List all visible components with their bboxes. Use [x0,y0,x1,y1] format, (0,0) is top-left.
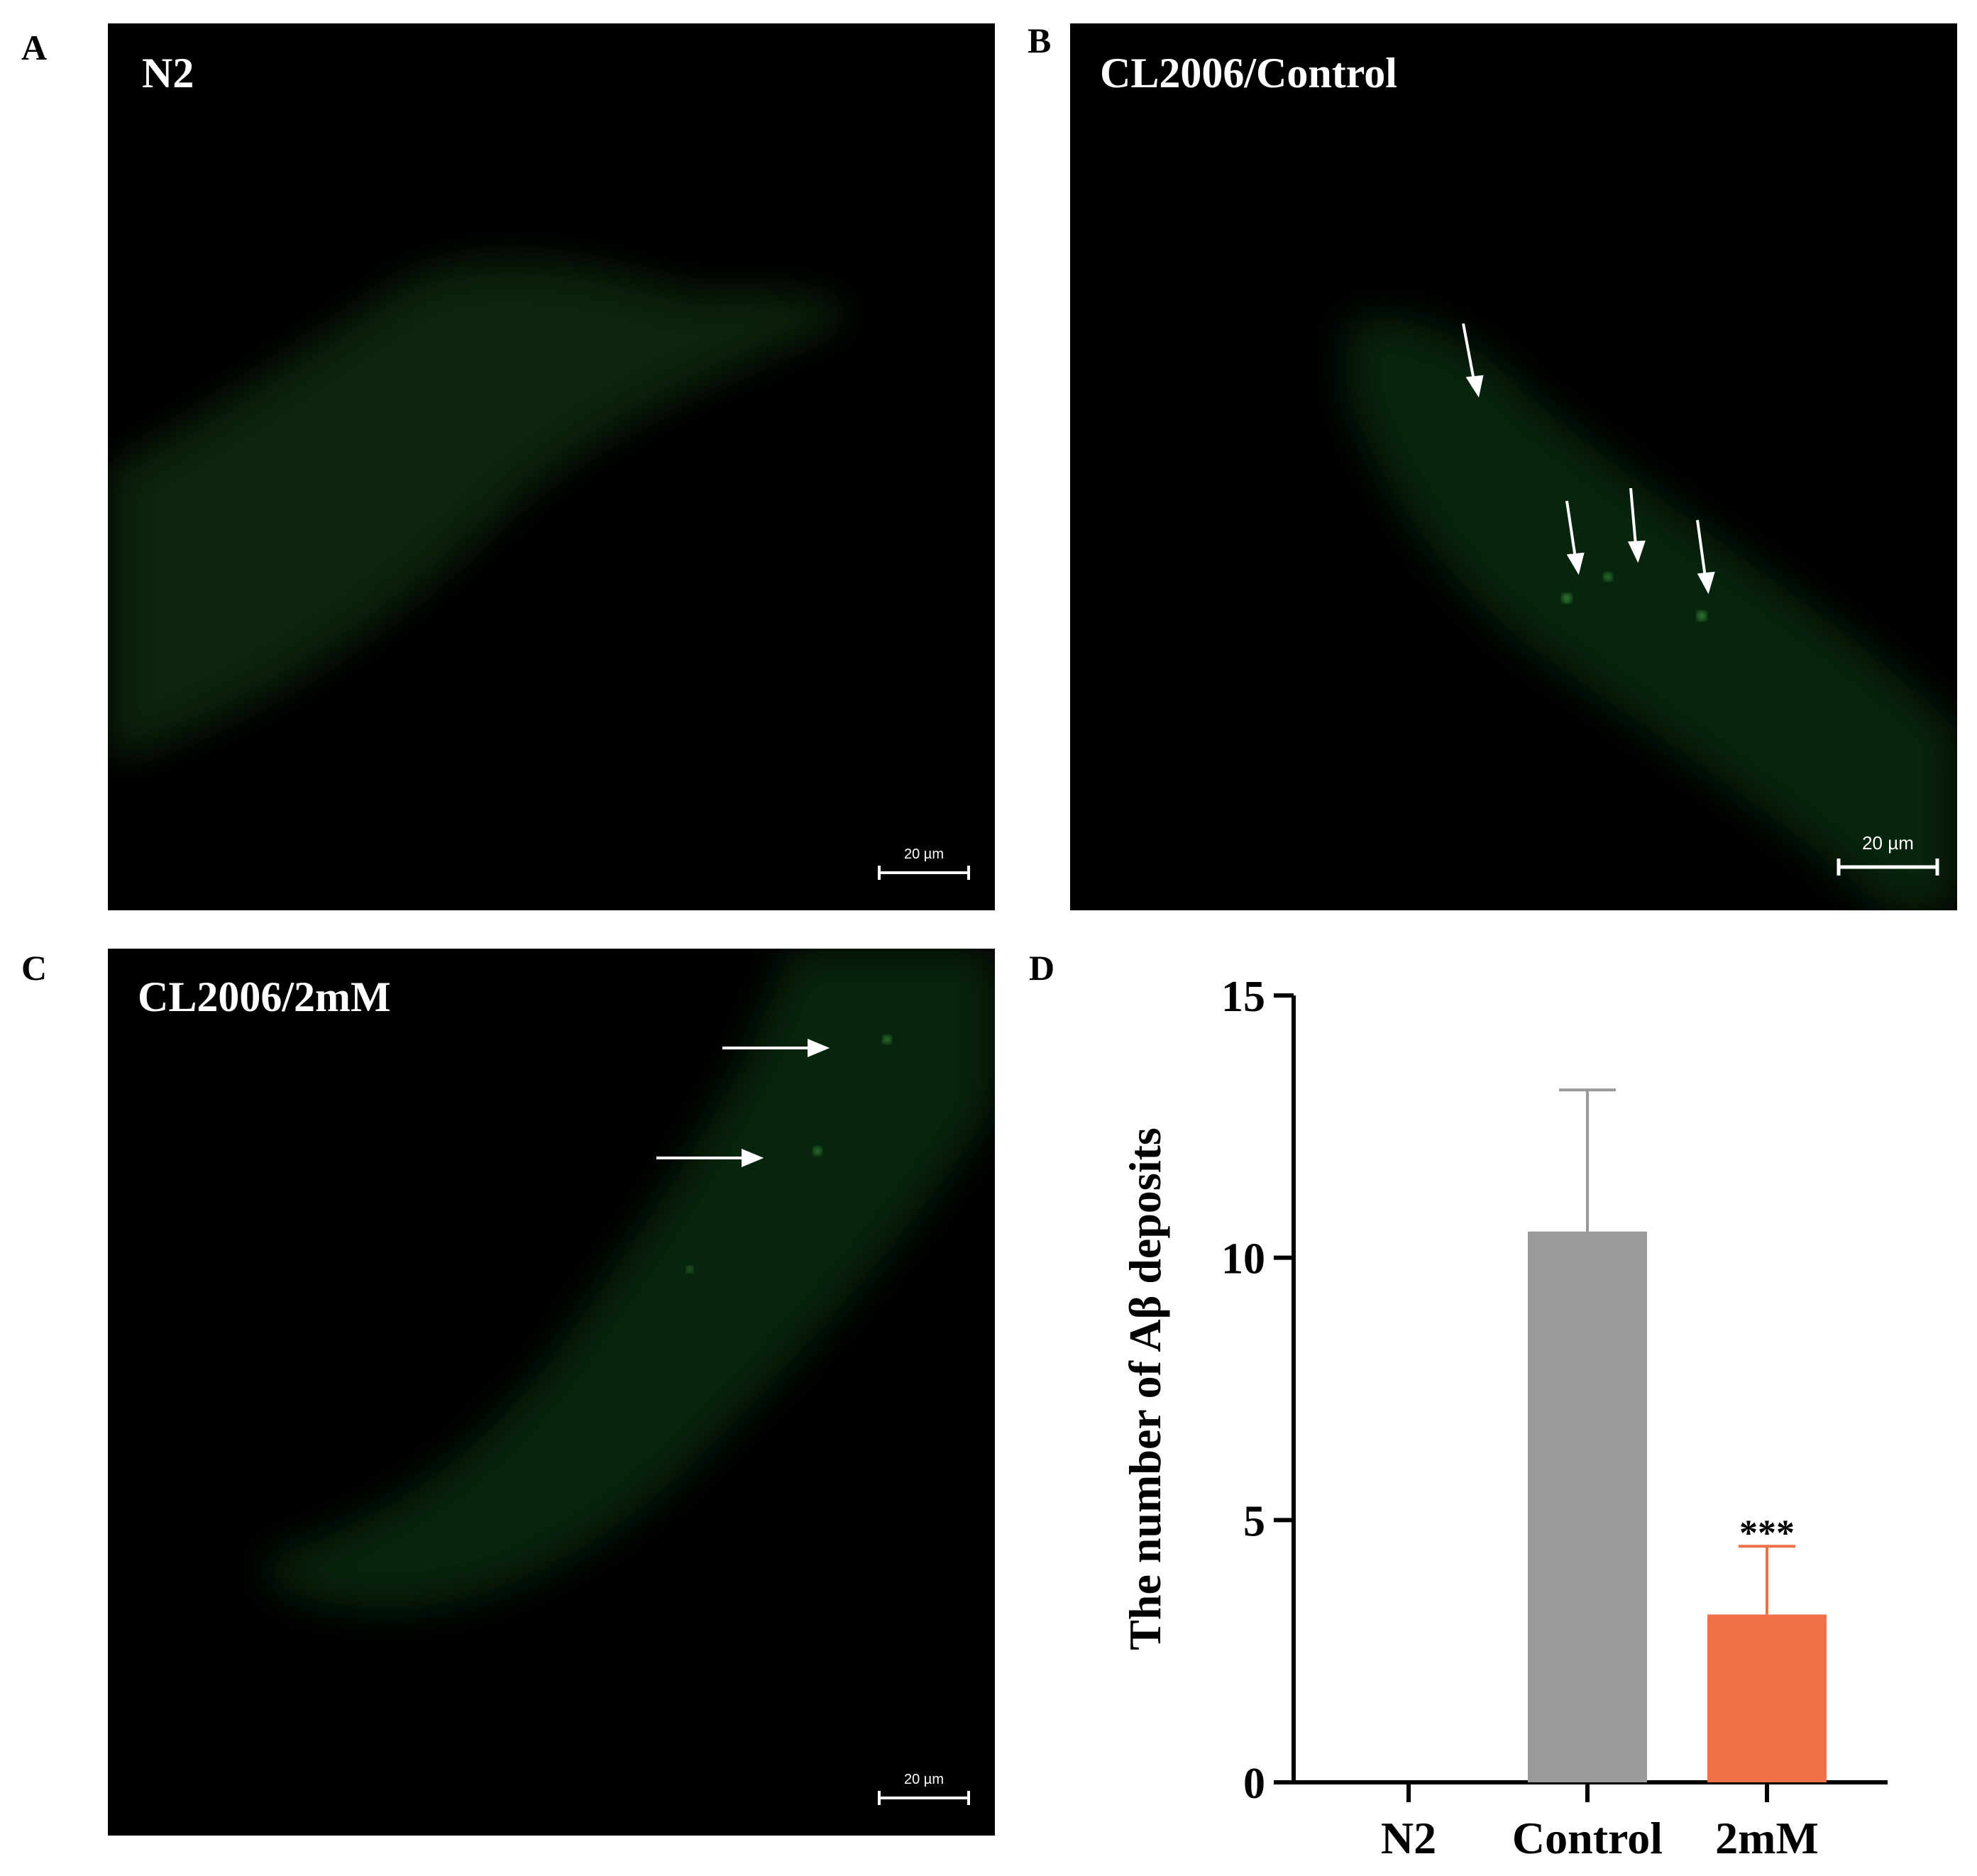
bar-chart: 0 5 10 15 The number of Aβ deposits N2 Control… [1120,973,1888,1859]
bar-2mm [1707,1614,1827,1782]
panel-letter-d: D [1029,948,1055,988]
scalebar-line [878,1791,970,1805]
panel-label-cl2006-control: CL2006/Control [1100,50,1397,96]
y-tick-label: 5 [1243,1497,1265,1545]
x-tick-label: 2mM [1715,1813,1819,1859]
panel-label-n2: N2 [142,50,194,96]
arrow-icon [1462,323,1715,595]
worm-fluorescence-c [265,949,995,1609]
significance-label: *** [1739,1513,1795,1553]
micrograph-panel-a: N2 20 µm [108,23,995,910]
panel-label-cl2006-2mm: CL2006/2mM [138,973,391,1020]
scalebar-a: 20 µm [878,846,970,885]
scalebar-line [1836,859,1939,876]
chart-labels: 0 5 10 15 The number of Aβ deposits N2 Control… [1120,973,1819,1859]
micrograph-panel-c: CL2006/2mM 20 µm [108,949,995,1836]
panel-letter-b: B [1028,21,1052,60]
y-tick-label: 15 [1221,973,1265,1021]
bar-control [1528,1231,1647,1782]
scalebar-label: 20 µm [904,846,944,862]
micrograph-panel-b: CL2006/Control 20 µm [1070,23,1957,910]
x-tick-label: N2 [1381,1813,1436,1859]
y-axis-label: The number of Aβ deposits [1120,1127,1170,1650]
panel-letter-a: A [21,28,48,67]
y-tick-label: 0 [1243,1760,1265,1808]
y-tick-label: 10 [1221,1235,1265,1284]
scalebar-line [878,866,970,880]
worm-fluorescence-a [108,258,849,761]
chart-bars [1528,1088,1827,1782]
scalebar-c: 20 µm [878,1772,970,1811]
x-tick-label: Control [1512,1813,1663,1859]
arrow-icon [656,1039,830,1167]
panel-letter-c: C [21,948,48,988]
scalebar-label: 20 µm [1862,832,1914,854]
scalebar-b: 20 µm [1836,832,1939,882]
scalebar-label: 20 µm [904,1772,944,1787]
